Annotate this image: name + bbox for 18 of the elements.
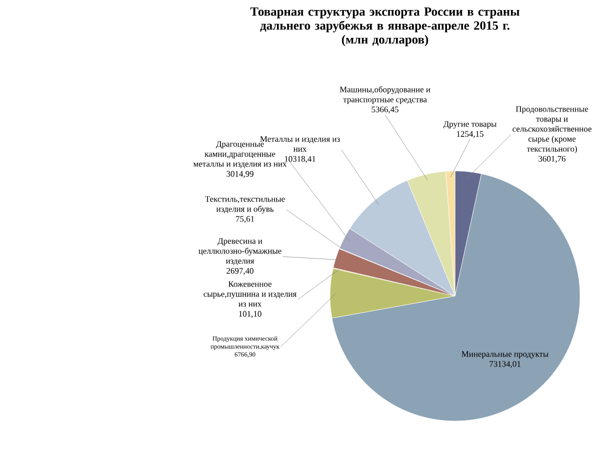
slice-label: Кожевенное сырье,пушнина и изделия из них	[204, 281, 296, 307]
data-label: 1254,15	[456, 131, 484, 138]
chart-title: Товарная структура экспорта России в страны дальнего зарубежья в январе-апреле 2015 г.	[250, 8, 520, 32]
data-label: 3601,76	[538, 156, 566, 163]
slice-label: Минеральные продукты	[462, 351, 548, 359]
data-label: 73134,01	[490, 361, 520, 368]
data-label: 3014,99	[226, 171, 254, 178]
data-label: 2697,40	[226, 268, 254, 275]
slice-label: Машины,оборудование и транспортные средства	[340, 86, 430, 104]
slice-label: Древесина и целлюлозно-бумажные изделия	[198, 238, 282, 266]
data-label: 10318,41	[284, 156, 316, 163]
chart-subtitle: (млн долларов)	[342, 34, 428, 46]
slice-label: Другие товары	[443, 121, 497, 129]
data-label: 101,10	[239, 311, 262, 318]
data-label: 5366,45	[372, 106, 398, 114]
data-label: 75,61	[236, 216, 254, 223]
slice-label: Текстиль,текстильные изделия и обувь	[205, 196, 285, 214]
slice-label: Продовольственные товары и сельскохозяйственное сырье (кроме текстильного)	[512, 106, 592, 154]
